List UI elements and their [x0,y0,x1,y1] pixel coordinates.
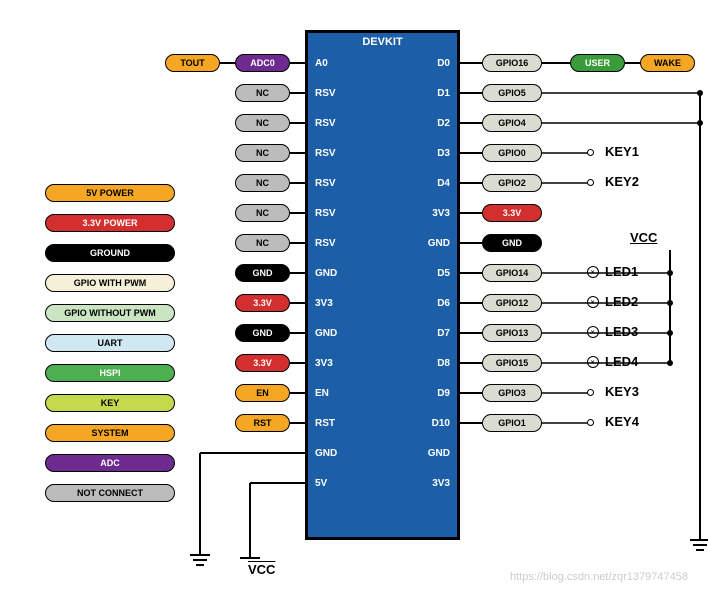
key-term-KEY3 [587,389,594,396]
pin-left-14: 5V [315,478,327,489]
legend-2: GROUND [45,244,175,262]
dot-led-LED2 [667,300,673,306]
pin-left-3: RSV [315,148,336,159]
led-sym-LED4: + [587,356,599,368]
legend-3: GPIO WITH PWM [45,274,175,292]
pin-left-1: RSV [315,88,336,99]
pin-left-12: RST [315,418,335,429]
gpio-GPIO15: GPIO15 [482,354,542,372]
gpio-GPIO13: GPIO13 [482,324,542,342]
leftpill-2: NC [235,114,290,132]
leftpill-3: NC [235,144,290,162]
pin-right-7: D5 [437,268,450,279]
gpio-3.3V: 3.3V [482,204,542,222]
pin-left-0: A0 [315,58,328,69]
pin-right-9: D7 [437,328,450,339]
pin-right-2: D2 [437,118,450,129]
legend-8: SYSTEM [45,424,175,442]
dot-led-LED4 [667,360,673,366]
dot-led-LED3 [667,330,673,336]
tag-KEY3: KEY3 [605,384,639,399]
pin-right-10: D8 [437,358,450,369]
gpio-GPIO14: GPIO14 [482,264,542,282]
pin-right-0: D0 [437,58,450,69]
gpio-GPIO5: GPIO5 [482,84,542,102]
tag-KEY4: KEY4 [605,414,639,429]
gpio-GPIO2: GPIO2 [482,174,542,192]
tag-LED2: LED2 [605,294,638,309]
pin-right-11: D9 [437,388,450,399]
key-term-KEY1 [587,149,594,156]
pin-left-11: EN [315,388,329,399]
gpio-GPIO3: GPIO3 [482,384,542,402]
key-term-KEY4 [587,419,594,426]
legend-10: NOT CONNECT [45,484,175,502]
pin-left-6: RSV [315,238,336,249]
dot-r-2 [697,120,703,126]
pin-right-4: D4 [437,178,450,189]
pin-right-14: 3V3 [432,478,450,489]
pin-right-1: D1 [437,88,450,99]
legend-5: UART [45,334,175,352]
gpio-GPIO12: GPIO12 [482,294,542,312]
pin-left-8: 3V3 [315,298,333,309]
topright-USER: USER [570,54,625,72]
pin-right-3: D3 [437,148,450,159]
led-sym-LED3: + [587,326,599,338]
leftpill-4: NC [235,174,290,192]
tag-KEY2: KEY2 [605,174,639,189]
gpio-GPIO16: GPIO16 [482,54,542,72]
leftpill-6: NC [235,234,290,252]
pin-left-7: GND [315,268,337,279]
pin-right-5: 3V3 [432,208,450,219]
leftpill-8: 3.3V [235,294,290,312]
watermark: https://blog.csdn.net/zqr1379747458 [510,571,688,583]
leftpill-7: GND [235,264,290,282]
legend-6: HSPI [45,364,175,382]
tag-KEY1: KEY1 [605,144,639,159]
devkit-chip [305,30,460,540]
gpio-GPIO0: GPIO0 [482,144,542,162]
topright-WAKE: WAKE [640,54,695,72]
legend-7: KEY [45,394,175,412]
leftpill-11: EN [235,384,290,402]
legend-9: ADC [45,454,175,472]
vcc-bottom: VCC [248,562,275,577]
pin-left-4: RSV [315,178,336,189]
pin-left-10: 3V3 [315,358,333,369]
leftpill-0: ADC0 [235,54,290,72]
pin-right-6: GND [428,238,450,249]
legend-0: 5V POWER [45,184,175,202]
leftpill-12: RST [235,414,290,432]
tout-pill: TOUT [165,54,220,72]
leftpill-10: 3.3V [235,354,290,372]
leftpill-9: GND [235,324,290,342]
pin-right-13: GND [428,448,450,459]
led-sym-LED2: + [587,296,599,308]
legend-4: GPIO WITHOUT PWM [45,304,175,322]
tag-LED4: LED4 [605,354,638,369]
chip-title: DEVKIT [305,36,460,48]
tag-LED3: LED3 [605,324,638,339]
dot-led-LED1 [667,270,673,276]
led-sym-LED1: + [587,266,599,278]
leftpill-5: NC [235,204,290,222]
pin-left-13: GND [315,448,337,459]
gpio-GPIO1: GPIO1 [482,414,542,432]
pin-right-8: D6 [437,298,450,309]
dot-r-1 [697,90,703,96]
legend-1: 3.3V POWER [45,214,175,232]
gpio-GPIO4: GPIO4 [482,114,542,132]
key-term-KEY2 [587,179,594,186]
vcc-top: VCC [630,230,657,245]
tag-LED1: LED1 [605,264,638,279]
pin-left-2: RSV [315,118,336,129]
pin-left-5: RSV [315,208,336,219]
gpio-GND: GND [482,234,542,252]
pin-left-9: GND [315,328,337,339]
pin-right-12: D10 [432,418,450,429]
leftpill-1: NC [235,84,290,102]
